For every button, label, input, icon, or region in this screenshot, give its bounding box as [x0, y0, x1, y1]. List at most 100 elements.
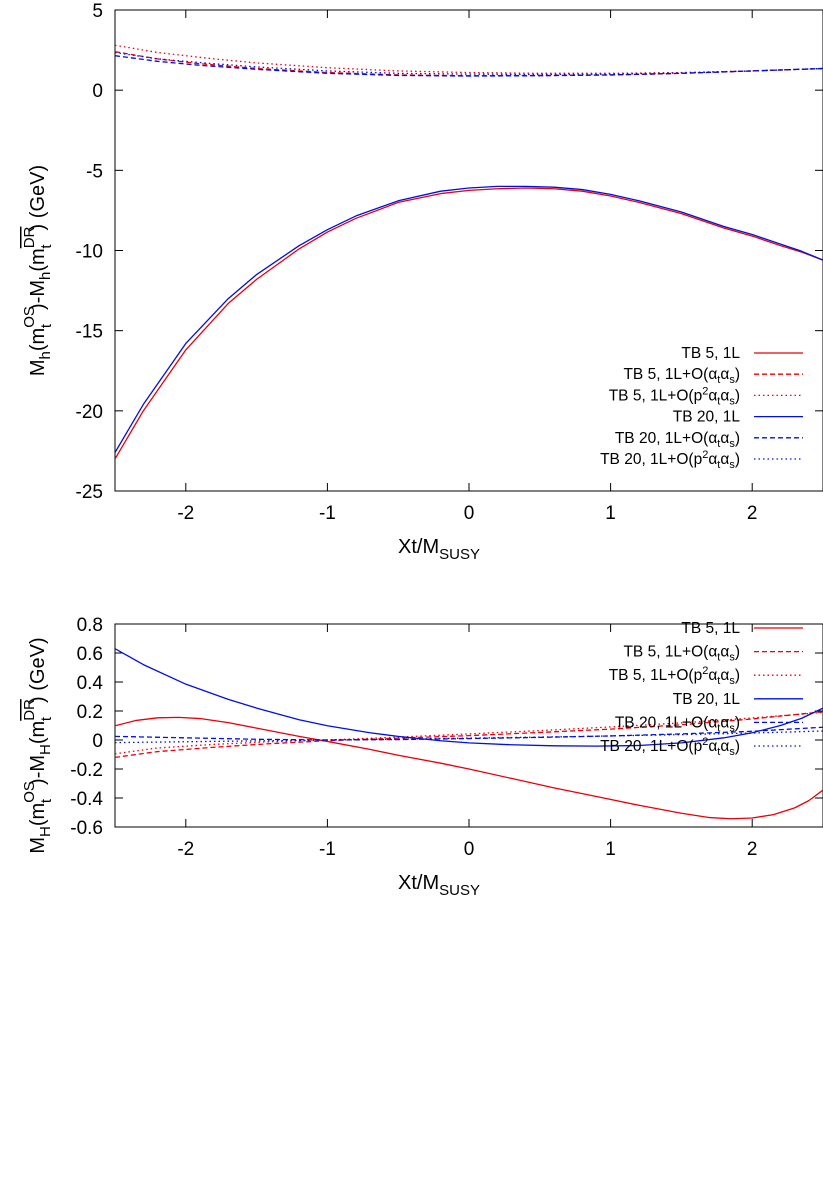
- legend-label: TB 20, 1L+O(p2αtαs): [600, 449, 740, 471]
- legend-label: TB 5, 1L: [681, 620, 740, 637]
- legend-text: TB 5, 1L: [681, 620, 740, 637]
- series-line: [115, 711, 823, 759]
- y-tick-label: 5: [92, 1, 103, 22]
- y-label-part: (m: [27, 248, 49, 271]
- legend-text: ): [735, 738, 740, 755]
- y-axis-label: Mh(mOSt)-Mh(mDRt) (GeV): [21, 165, 55, 376]
- x-tick-label: 2: [747, 503, 758, 524]
- legend-sub: t: [717, 374, 720, 386]
- legend-label: TB 20, 1L+O(p2αtαs): [600, 736, 740, 758]
- legend-text: ): [735, 451, 740, 468]
- y-tick-label: -0.6: [70, 818, 103, 839]
- x-tick-label: 2: [747, 839, 758, 860]
- legend-sup: 2: [702, 385, 708, 397]
- legend-sub: s: [729, 374, 735, 386]
- legend-sub: t: [717, 395, 720, 407]
- y-tick-label: 0.8: [77, 615, 103, 636]
- legend-sub: s: [729, 722, 735, 734]
- legend-text: TB 20, 1L+O(p: [600, 451, 702, 468]
- x-tick-label: 0: [464, 839, 475, 860]
- y-tick-label: -25: [76, 482, 103, 503]
- series-line: [115, 711, 823, 755]
- legend-text: TB 5, 1L+O(p: [609, 667, 702, 684]
- x-axis-label-main: Xt/M: [398, 872, 439, 894]
- series-lines: [115, 648, 823, 820]
- legend-sup: 2: [702, 449, 708, 461]
- y-label-part: (m: [27, 328, 49, 351]
- y-label-sub: H: [37, 744, 54, 755]
- x-axis-label-subscript: SUSY: [439, 882, 480, 899]
- y-label-part: ) (GeV): [27, 637, 49, 703]
- legend-label: TB 5, 1L+O(αtαs): [623, 644, 740, 664]
- legend-sub: t: [717, 746, 720, 758]
- legend-text: TB 5, 1L: [681, 345, 740, 362]
- series-line: [115, 187, 823, 460]
- y-tick-label: 0.4: [77, 673, 104, 694]
- legend-sub: s: [729, 395, 735, 407]
- y-label-sub: h: [37, 272, 54, 280]
- y-label-sub: t: [38, 716, 55, 721]
- legend-text: α: [708, 738, 717, 755]
- legend-label: TB 20, 1L+O(αtαs): [615, 430, 740, 450]
- y-tick-label: -5: [86, 161, 103, 182]
- legend-text: α: [720, 387, 729, 404]
- legend-text: α: [720, 644, 729, 661]
- legend-label: TB 5, 1L: [681, 345, 740, 362]
- top-panel-mh-difference: -2 -1 0 1 250-5-10-15-20-25Xt/MSUSYMh(mOSt)-…: [21, 1, 823, 563]
- series-line: [115, 185, 823, 453]
- y-label-part: (m: [27, 803, 49, 826]
- y-label-sup-overlined: DR: [21, 226, 38, 248]
- legend-text: TB 20, 1L: [673, 409, 741, 426]
- y-label-part: )-M: [27, 280, 49, 310]
- x-tick-label: 0: [464, 503, 475, 524]
- legend-text: ): [735, 387, 740, 404]
- legend-sub: s: [729, 459, 735, 471]
- legend-sub: s: [729, 746, 735, 758]
- y-axis-label: MH(mOSt)-MH(mDRt) (GeV): [21, 637, 55, 853]
- y-label-sub: H: [37, 826, 54, 837]
- y-tick-label: -15: [76, 322, 103, 343]
- y-tick-label: 0.6: [77, 644, 103, 665]
- x-axis-label: Xt/MSUSY: [398, 872, 480, 899]
- legend-label: TB 5, 1L+O(p2αtαs): [609, 665, 740, 687]
- legend-sup: 2: [702, 736, 708, 748]
- legend-text: TB 5, 1L+O(p: [609, 387, 702, 404]
- legend-text: α: [708, 667, 717, 684]
- y-tick-label: -20: [76, 402, 103, 423]
- x-tick-label: -2: [177, 839, 194, 860]
- x-axis-label-main: Xt/M: [398, 536, 439, 558]
- series-line: [115, 51, 823, 76]
- legend-label: TB 5, 1L+O(αtαs): [623, 366, 740, 386]
- y-label-sub: t: [38, 798, 55, 803]
- legend-sub: t: [717, 459, 720, 471]
- x-tick-label: -1: [319, 503, 336, 524]
- legend-text: α: [720, 738, 729, 755]
- legend-text: TB 5, 1L+O(α: [623, 366, 717, 383]
- x-axis-label: Xt/MSUSY: [398, 536, 480, 563]
- legend-text: TB 20, 1L+O(p: [600, 738, 702, 755]
- x-tick-label: 1: [605, 503, 616, 524]
- bottom-panel-mH-difference: -2 -1 0 1 2 0.8 0.6 0.4 0.2 0 -0.2 -0.4 -0.6 Xt/MSUSY…: [21, 615, 823, 899]
- y-label-sup: OS: [21, 781, 38, 803]
- legend-text: α: [720, 667, 729, 684]
- legend-text: α: [708, 451, 717, 468]
- legend-sup: 2: [702, 665, 708, 677]
- y-label-sup-overlined: DR: [21, 699, 38, 721]
- legend-text: TB 20, 1L+O(α: [615, 714, 717, 731]
- y-tick-label: 0.2: [77, 702, 103, 723]
- series-line: [115, 726, 823, 741]
- y-label-part: M: [27, 837, 49, 854]
- legend-sub: s: [729, 438, 735, 450]
- legend-text: α: [720, 714, 729, 731]
- legend-text: ): [735, 430, 740, 447]
- legend-text: α: [720, 430, 729, 447]
- legend-label: TB 5, 1L+O(p2αtαs): [609, 385, 740, 407]
- legend-sub: t: [717, 438, 720, 450]
- y-label-part: )-M: [27, 755, 49, 785]
- y-tick-label: 0: [92, 731, 103, 752]
- legend-sub: s: [729, 675, 735, 687]
- y-label-sub: h: [37, 351, 54, 359]
- legend-text: TB 20, 1L+O(α: [615, 430, 717, 447]
